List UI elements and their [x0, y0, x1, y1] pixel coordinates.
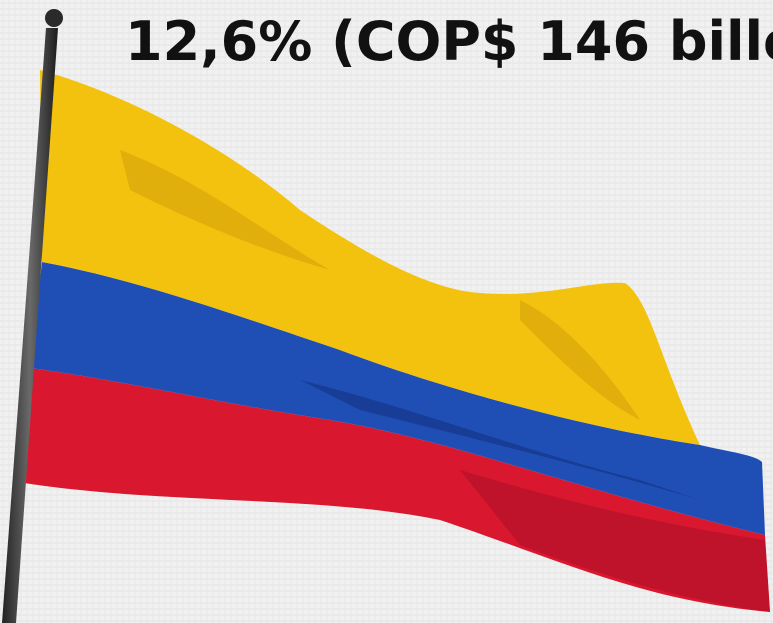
flag-red	[18, 368, 770, 612]
flag-yellow	[40, 70, 700, 445]
headline: 12,6% (COP$ 146 billo	[125, 10, 773, 73]
flag-shade	[300, 380, 700, 500]
flag-shade	[120, 150, 640, 420]
pole-finial	[45, 9, 63, 27]
flag-shade	[460, 470, 770, 612]
flag-blue	[30, 262, 765, 535]
flag-pole	[2, 28, 58, 623]
